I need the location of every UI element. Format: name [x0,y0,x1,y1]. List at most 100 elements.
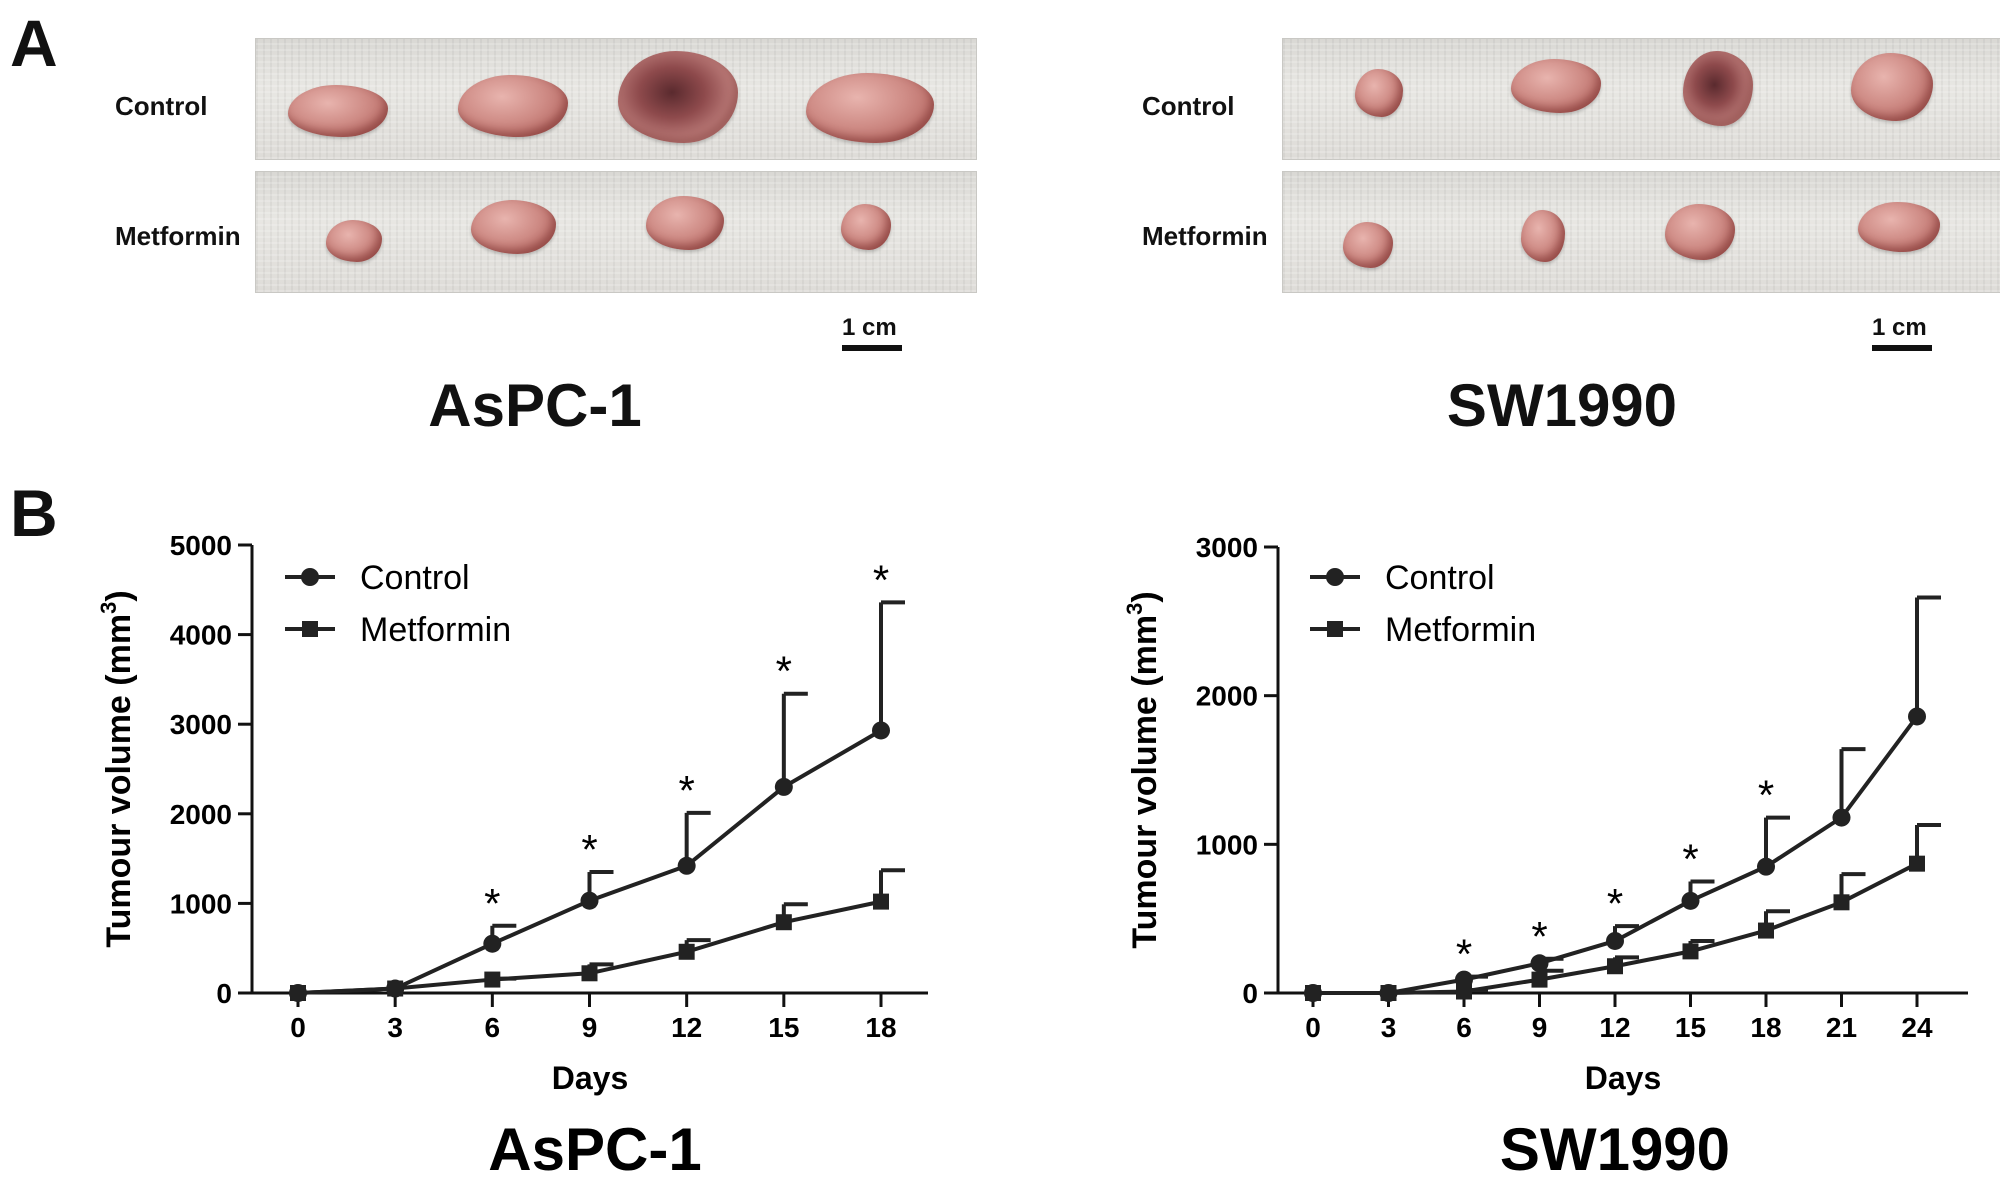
x-axis-label: Days [1585,1060,1662,1096]
chart-2: 0 1000 2000 3000 0 3 6 9 12 15 18 21 24 Days Tumour vo… [1122,532,1968,1180]
x-tick-label: 18 [1750,1012,1781,1043]
x-tick-label: 15 [1675,1012,1706,1043]
photo-strip-control [1282,38,2000,160]
data-point-metformin [1682,943,1699,960]
y-tick-label: 5000 [170,530,232,561]
tumor-image [471,200,556,254]
data-point-control [1832,808,1851,827]
legend-marker [1326,568,1344,586]
photo-title: AsPC-1 [428,372,642,439]
photo-strip-control [255,38,977,160]
significance-marker: * [776,648,792,695]
x-tick-label: 9 [582,1012,598,1043]
tumor-image [1343,222,1393,268]
photo-title: SW1990 [1446,372,1678,439]
data-point-metformin [1758,922,1774,939]
photo-block-sw1990: Control Metformin 1 cm SW1990 [1142,36,2000,446]
y-tick-label: 2000 [1196,681,1258,712]
data-point-metformin [290,985,306,1001]
legend-label: Control [1385,559,1495,597]
data-point-control [1606,931,1624,950]
tumor-image [1521,210,1565,262]
tumor-image [1851,53,1933,121]
x-tick-label: 0 [1305,1012,1321,1043]
y-tick-label: 2000 [170,799,232,830]
significance-marker: * [1531,913,1547,960]
x-tick-label: 3 [387,1012,403,1043]
significance-marker: * [1758,772,1774,819]
y-tick-label: 1000 [1196,829,1258,860]
tumor-image [646,196,724,250]
tumor-image [458,75,568,137]
data-point-metformin [1607,958,1623,975]
x-tick-label: 12 [1599,1012,1630,1043]
photo-block-aspc1: Control Metformin 1 cm AsPC-1 [115,36,995,446]
significance-marker: * [581,826,597,873]
legend-label: Metformin [1385,611,1536,649]
tumor-image [288,85,388,137]
data-point-metformin [387,980,404,997]
y-tick-label: 1000 [170,888,232,919]
tumor-image [1858,202,1940,252]
data-point-metformin [1909,855,1925,872]
significance-marker: * [484,880,500,927]
y-tick-label: 0 [216,978,232,1009]
series-line-control [1313,715,1919,995]
data-point-control [1681,891,1700,910]
tumor-image [326,220,382,262]
y-tick-label: 3000 [1196,532,1258,563]
row-label-control: Control [1142,91,1235,121]
data-point-control [483,934,502,953]
chart-title: AsPC-1 [488,1116,701,1180]
y-axis-label: Tumour volume (mm3) [96,590,138,947]
x-tick-label: 24 [1901,1012,1933,1043]
y-tick-label: 0 [1242,978,1258,1009]
x-axis-label: Days [552,1060,629,1096]
data-point-control [580,891,599,910]
legend-marker [1327,621,1343,637]
x-tick-label: 21 [1826,1012,1857,1043]
y-tick-label: 3000 [170,709,232,740]
data-point-control [677,856,696,875]
significance-marker: * [1682,836,1698,883]
tumor-image [841,204,891,250]
data-point-control [1530,954,1549,973]
data-point-metformin [678,943,695,960]
significance-marker: * [678,767,694,814]
data-point-control [872,721,890,740]
data-point-control [1757,857,1775,876]
chart-1: 0 1000 2000 3000 4000 5000 0 3 6 9 12 15 18 Days Tumou… [96,530,928,1180]
photo-strip-metformin [255,171,977,293]
significance-marker: * [1607,880,1623,927]
data-point-control [1908,707,1926,726]
x-tick-label: 12 [671,1012,702,1043]
data-point-metformin [484,971,501,988]
legend-marker [302,621,318,637]
data-point-metformin [1305,985,1321,1001]
data-point-metformin [581,965,598,982]
x-tick-label: 0 [290,1012,306,1043]
tumor-image [1355,69,1403,117]
legend-label: Control [360,559,470,597]
panel-label-b: B [10,476,58,550]
tumor-image [1511,59,1601,113]
row-label-metformin: Metformin [115,221,241,251]
legend-label: Metformin [360,611,511,649]
data-point-metformin [775,914,792,931]
data-point-metformin [1531,971,1548,988]
legend-marker [301,568,319,586]
row-label-control: Control [115,91,208,121]
data-point-metformin [873,893,889,910]
x-tick-label: 6 [1456,1012,1472,1043]
x-tick-label: 18 [865,1012,896,1043]
data-point-control [774,777,793,796]
scale-bar [842,345,902,351]
significance-marker: * [1456,931,1472,978]
data-point-metformin [1380,985,1397,1001]
y-tick-label: 4000 [170,620,232,651]
tumor-image [1683,51,1753,126]
scale-bar-label: 1 cm [1872,314,1927,341]
data-point-metformin [1456,983,1472,1000]
data-point-metformin [1833,894,1850,911]
